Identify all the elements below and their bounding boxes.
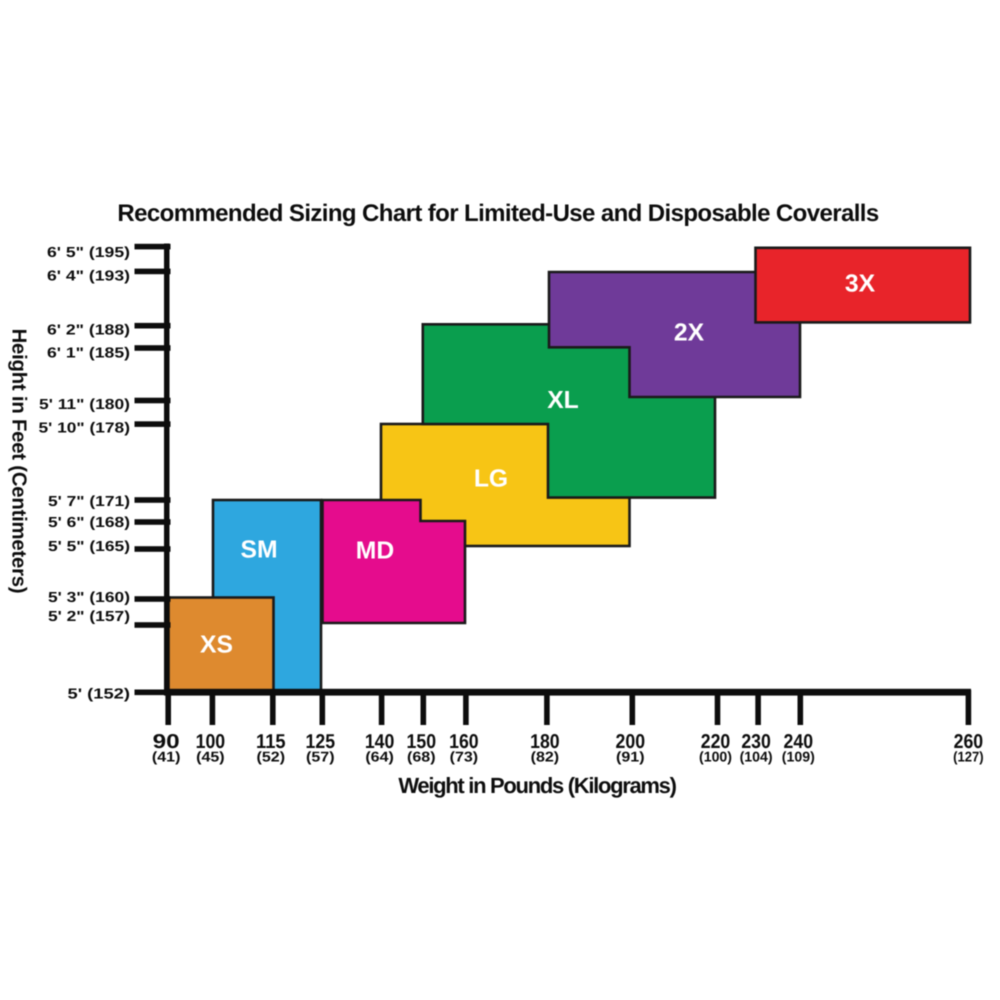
svg-text:230: 230 <box>741 731 771 753</box>
svg-text:2X: 2X <box>674 320 705 347</box>
svg-text:200: 200 <box>616 731 646 753</box>
svg-text:150: 150 <box>407 731 437 753</box>
svg-text:(41): (41) <box>152 750 181 766</box>
svg-text:100: 100 <box>196 731 226 753</box>
svg-text:5' 5" (165): 5' 5" (165) <box>48 539 130 555</box>
svg-text:5' 3" (160): 5' 3" (160) <box>48 590 130 606</box>
svg-text:Height in Feet (Centimeters): Height in Feet (Centimeters) <box>8 329 30 594</box>
svg-text:3X: 3X <box>845 271 876 298</box>
svg-text:5' (152): 5' (152) <box>68 687 131 703</box>
svg-text:XS: XS <box>200 632 233 659</box>
svg-text:240: 240 <box>784 731 814 753</box>
svg-text:(52): (52) <box>257 750 286 766</box>
svg-text:(82): (82) <box>531 750 560 766</box>
svg-text:SM: SM <box>240 537 277 564</box>
svg-text:5' 2" (157): 5' 2" (157) <box>48 609 130 625</box>
svg-text:5' 10" (178): 5' 10" (178) <box>39 421 131 437</box>
svg-text:6' 5" (195): 6' 5" (195) <box>47 245 130 261</box>
svg-text:XL: XL <box>547 387 579 414</box>
svg-text:(68): (68) <box>407 750 436 766</box>
svg-text:(64): (64) <box>365 750 394 766</box>
svg-text:MD: MD <box>356 538 394 565</box>
svg-text:125: 125 <box>306 731 336 753</box>
svg-text:5' 6" (168): 5' 6" (168) <box>48 515 130 531</box>
svg-text:220: 220 <box>701 731 731 753</box>
svg-text:5' 11" (180): 5' 11" (180) <box>39 397 130 413</box>
svg-text:260: 260 <box>954 731 984 753</box>
svg-text:(109): (109) <box>782 750 815 766</box>
svg-text:LG: LG <box>474 465 508 492</box>
svg-text:(57): (57) <box>306 750 335 766</box>
svg-text:(100): (100) <box>699 750 732 766</box>
svg-text:Weight in Pounds (Kilograms): Weight in Pounds (Kilograms) <box>398 773 676 798</box>
svg-text:(73): (73) <box>450 750 479 766</box>
svg-text:140: 140 <box>365 731 395 753</box>
svg-text:6' 1" (185): 6' 1" (185) <box>47 346 130 362</box>
svg-text:160: 160 <box>449 731 479 753</box>
svg-text:6' 2" (188): 6' 2" (188) <box>47 323 130 339</box>
svg-text:Recommended Sizing Chart for L: Recommended Sizing Chart for Limited-Use… <box>117 200 878 227</box>
svg-text:5' 7" (171): 5' 7" (171) <box>48 494 130 510</box>
svg-text:(127): (127) <box>953 750 984 766</box>
svg-text:115: 115 <box>256 731 286 753</box>
svg-text:(91): (91) <box>616 750 645 766</box>
svg-text:(45): (45) <box>196 750 225 766</box>
svg-text:(104): (104) <box>740 750 773 766</box>
svg-text:180: 180 <box>530 731 560 753</box>
svg-text:6' 4" (193): 6' 4" (193) <box>47 269 130 285</box>
svg-text:90: 90 <box>153 731 180 753</box>
